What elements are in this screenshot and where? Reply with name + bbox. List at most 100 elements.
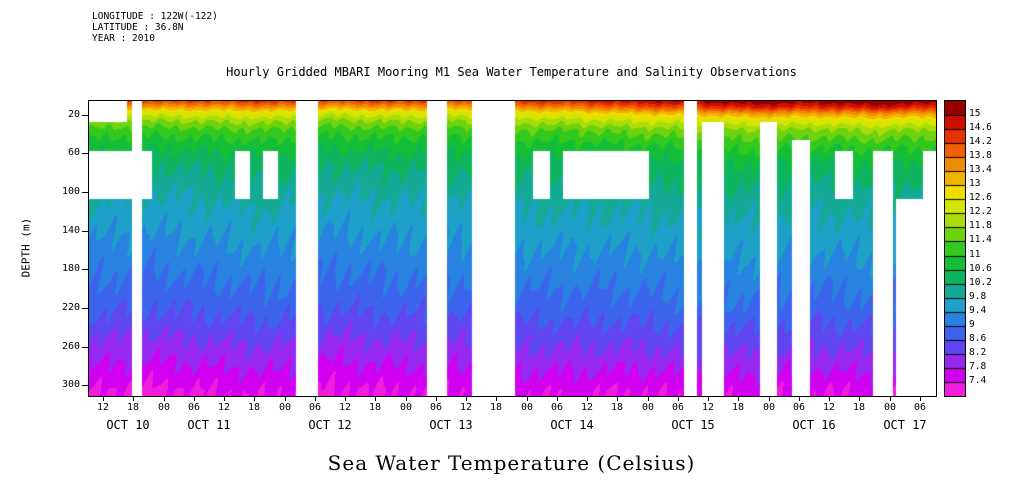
x-tick-mark — [557, 396, 558, 401]
x-tick-mark — [254, 396, 255, 401]
x-tick-label: 12 — [338, 402, 352, 413]
x-tick-mark — [315, 396, 316, 401]
y-tick-label: 220 — [61, 301, 80, 313]
x-tick-mark — [466, 396, 467, 401]
colorbar-tick-label: 7.4 — [969, 374, 987, 386]
x-tick-mark — [436, 396, 437, 401]
x-date-label: OCT 15 — [671, 418, 715, 432]
x-tick-mark — [587, 396, 588, 401]
x-tick-mark — [224, 396, 225, 401]
colorbar-tick-label: 8.6 — [969, 332, 987, 344]
colorbar-tick-label: 11.8 — [969, 220, 992, 232]
colorbar-tick-label: 15 — [969, 108, 981, 120]
y-tick-mark — [82, 191, 88, 193]
x-tick-label: 00 — [520, 402, 534, 413]
x-tick-label: 18 — [731, 402, 745, 413]
y-tick-mark — [82, 307, 88, 309]
y-tick-label: 140 — [61, 224, 80, 236]
x-tick-mark — [194, 396, 195, 401]
colorbar-tick-label: 11 — [969, 248, 981, 260]
x-tick-label: 12 — [822, 402, 836, 413]
x-tick-mark — [769, 396, 770, 401]
x-date-label: OCT 12 — [308, 418, 352, 432]
x-tick-label: 06 — [308, 402, 322, 413]
metadata-latitude: LATITUDE : 36.8N — [92, 22, 184, 33]
x-tick-mark — [799, 396, 800, 401]
x-tick-mark — [617, 396, 618, 401]
x-tick-label: 00 — [641, 402, 655, 413]
y-axis-label: DEPTH (m) — [19, 217, 33, 278]
x-tick-label: 12 — [701, 402, 715, 413]
y-tick-mark — [82, 153, 88, 155]
x-tick-mark — [375, 396, 376, 401]
x-tick-mark — [829, 396, 830, 401]
y-tick-label: 260 — [61, 340, 80, 352]
colorbar-tick-label: 9.8 — [969, 290, 987, 302]
colorbar-tick-label: 9.4 — [969, 304, 987, 316]
x-tick-label: 18 — [489, 402, 503, 413]
colorbar-tick-label: 9 — [969, 318, 975, 330]
y-tick-mark — [82, 269, 88, 271]
x-date-label: OCT 11 — [187, 418, 231, 432]
x-tick-mark — [406, 396, 407, 401]
y-tick-mark — [82, 114, 88, 116]
x-tick-label: 18 — [852, 402, 866, 413]
y-tick-label: 100 — [61, 185, 80, 197]
colorbar-tick-label: 13.4 — [969, 164, 992, 176]
y-tick-mark — [82, 230, 88, 232]
x-tick-label: 06 — [187, 402, 201, 413]
colorbar-tick-label: 13.8 — [969, 150, 992, 162]
x-tick-mark — [496, 396, 497, 401]
x-date-label: OCT 16 — [792, 418, 836, 432]
metadata-year: YEAR : 2010 — [92, 33, 155, 44]
plot-area — [88, 100, 937, 397]
x-tick-label: 00 — [762, 402, 776, 413]
x-tick-label: 06 — [429, 402, 443, 413]
x-tick-mark — [133, 396, 134, 401]
chart-title: Hourly Gridded MBARI Mooring M1 Sea Wate… — [226, 65, 797, 79]
x-tick-label: 12 — [459, 402, 473, 413]
colorbar — [944, 100, 966, 397]
colorbar-tick-label: 7.8 — [969, 360, 987, 372]
y-tick-label: 60 — [67, 147, 80, 159]
y-tick-label: 180 — [61, 263, 80, 275]
x-date-label: OCT 14 — [550, 418, 594, 432]
x-tick-mark — [859, 396, 860, 401]
heatmap-canvas — [89, 101, 936, 396]
y-tick-label: 300 — [61, 379, 80, 391]
chart-caption: Sea Water Temperature (Celsius) — [327, 451, 696, 475]
colorbar-canvas — [945, 101, 965, 396]
x-tick-mark — [708, 396, 709, 401]
x-tick-label: 06 — [913, 402, 927, 413]
x-tick-label: 12 — [96, 402, 110, 413]
colorbar-tick-label: 8.2 — [969, 346, 987, 358]
x-tick-label: 18 — [126, 402, 140, 413]
x-date-label: OCT 13 — [429, 418, 473, 432]
x-date-label: OCT 10 — [106, 418, 150, 432]
x-tick-mark — [103, 396, 104, 401]
colorbar-tick-label: 14.2 — [969, 136, 992, 148]
colorbar-tick-label: 12.2 — [969, 206, 992, 218]
x-tick-mark — [920, 396, 921, 401]
x-tick-label: 06 — [550, 402, 564, 413]
metadata-block: LONGITUDE : 122W(-122) LATITUDE : 36.8N … — [92, 11, 218, 44]
colorbar-tick-label: 10.6 — [969, 262, 992, 274]
x-tick-label: 06 — [792, 402, 806, 413]
x-tick-label: 18 — [247, 402, 261, 413]
colorbar-tick-label: 11.4 — [969, 234, 992, 246]
colorbar-tick-label: 10.2 — [969, 276, 992, 288]
x-tick-label: 18 — [368, 402, 382, 413]
y-tick-mark — [82, 385, 88, 387]
metadata-longitude: LONGITUDE : 122W(-122) — [92, 11, 218, 22]
colorbar-tick-label: 13 — [969, 178, 981, 190]
y-tick-label: 20 — [67, 108, 80, 120]
x-tick-label: 00 — [883, 402, 897, 413]
x-tick-mark — [527, 396, 528, 401]
x-tick-label: 12 — [217, 402, 231, 413]
x-tick-mark — [648, 396, 649, 401]
x-tick-label: 18 — [610, 402, 624, 413]
colorbar-tick-label: 14.6 — [969, 122, 992, 134]
x-tick-mark — [890, 396, 891, 401]
x-tick-mark — [738, 396, 739, 401]
